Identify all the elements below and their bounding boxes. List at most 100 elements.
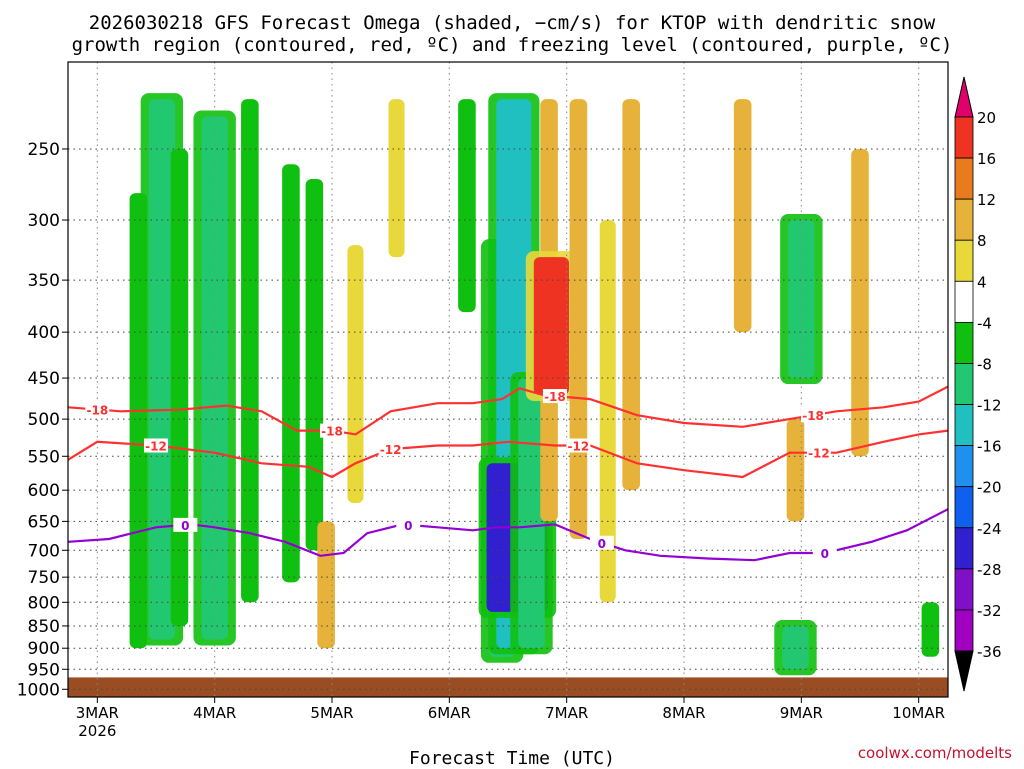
y-tick-label: 550: [28, 447, 60, 467]
colorbar-label: -32: [977, 602, 1002, 620]
x-tick-label: 7MAR: [545, 704, 588, 722]
y-tick-label: 650: [28, 512, 60, 532]
contour-label-bg: [566, 438, 591, 453]
omega-cell: [569, 99, 588, 539]
y-tick-label: 800: [28, 593, 60, 613]
colorbar-extend-bottom: [954, 650, 974, 692]
contour-label-bg: [801, 408, 826, 423]
contours: -18 -18 -18 -18 -12 -12 -12 -12 0 0 0 0: [68, 385, 948, 562]
contour-label: -12: [380, 443, 402, 457]
y-tick-label: 500: [28, 410, 60, 430]
contour-label: -18: [544, 390, 566, 404]
contour-label-bg: [85, 402, 110, 417]
contour-label-bg: [396, 517, 421, 532]
plot-frame: [67, 61, 949, 698]
x-axis-label: Forecast Time (UTC): [409, 748, 615, 769]
ground-fill: [68, 677, 948, 697]
contour-line: [68, 508, 948, 562]
x-tick-label: 10MAR: [892, 704, 945, 722]
omega-cell: [733, 99, 752, 333]
y-tick-label: 850: [28, 617, 60, 637]
omega-cell: [782, 625, 809, 670]
colorbar-label: 12: [977, 191, 996, 209]
y-tick-label: 250: [28, 140, 60, 160]
grid-lines: [68, 62, 948, 697]
omega-cell: [317, 521, 335, 649]
credit-text[interactable]: coolwx.com/modelts: [857, 744, 1012, 762]
colorbar-label: -4: [977, 314, 992, 332]
contour-label: -18: [802, 409, 824, 423]
contour-label-bg: [806, 445, 831, 460]
colorbar: 20 16 12 8 4 -4 -8 -12 -16 -20 -24 -28 -32 -36: [954, 76, 1002, 692]
chart-title-line-1: 2026030218 GFS Forecast Omega (shaded, −…: [88, 12, 936, 34]
colorbar-bin: [954, 280, 974, 323]
omega-cell: [148, 99, 176, 640]
colorbar-bin: [954, 198, 974, 241]
omega-cell: [347, 245, 364, 503]
omega-cell: [921, 602, 940, 657]
colorbar-bin: [954, 609, 974, 652]
colorbar-bin: [954, 239, 974, 282]
colorbar-bin: [954, 157, 974, 200]
x-tick-label: 5MAR: [310, 704, 353, 722]
y-tick-label: 400: [28, 323, 60, 343]
colorbar-label: -8: [977, 355, 992, 373]
x-tick-label: 8MAR: [662, 704, 705, 722]
y-tick-label: 350: [28, 271, 60, 291]
colorbar-extend-top: [954, 76, 974, 118]
contour-label: 0: [821, 547, 829, 561]
colorbar-bin: [954, 321, 974, 364]
omega-cell: [599, 220, 616, 603]
y-tick-label: 600: [28, 481, 60, 501]
colorbar-bin: [954, 486, 974, 529]
y-tick-label: 450: [28, 369, 60, 389]
colorbar-bin: [954, 363, 974, 405]
omega-cell: [170, 148, 189, 626]
contour-label-bg: [542, 389, 567, 404]
y-tick-label: 1000: [17, 680, 60, 700]
colorbar-label: -24: [977, 520, 1002, 538]
contour-label: 0: [598, 537, 606, 551]
y-tick-label: 900: [28, 639, 60, 659]
colorbar-bin: [954, 116, 974, 159]
colorbar-bin: [954, 445, 974, 488]
contour-label-bg: [144, 438, 168, 453]
x-tick-label: 3MAR: [76, 704, 119, 722]
omega-cell: [388, 99, 405, 258]
contour-label-bg: [173, 517, 198, 532]
colorbar-bin: [954, 527, 974, 570]
colorbar-label: -36: [977, 643, 1002, 661]
omega-cell: [786, 419, 805, 522]
colorbar-label: 16: [977, 150, 996, 168]
omega-cell: [201, 116, 228, 640]
contour-label: -18: [321, 425, 343, 439]
colorbar-bin: [954, 568, 974, 611]
colorbar-label: -16: [977, 438, 1002, 456]
omega-cell: [282, 164, 300, 583]
contour-label: 0: [181, 519, 189, 533]
colorbar-label: -28: [977, 561, 1002, 579]
contour-label-bg: [589, 535, 614, 550]
contour-label: -12: [808, 447, 830, 461]
y-tick-label: 950: [28, 660, 60, 680]
colorbar-bin: [954, 404, 974, 447]
colorbar-label: -12: [977, 397, 1002, 415]
omega-cell: [458, 99, 476, 313]
x-tick-sublabel: 2026: [78, 722, 116, 740]
colorbar-label: 4: [977, 273, 987, 291]
y-tick-label: 300: [28, 211, 60, 231]
omega-cell: [305, 178, 324, 551]
y-tick-label: 750: [28, 568, 60, 588]
omega-cell: [622, 99, 640, 491]
contour-label-bg: [378, 442, 403, 457]
omega-cell: [851, 148, 869, 457]
contour-label-bg: [812, 546, 837, 561]
omega-cell: [241, 99, 259, 603]
colorbar-label: -20: [977, 479, 1002, 497]
y-tick-label: 700: [28, 541, 60, 561]
omega-cell: [518, 378, 545, 649]
x-tick-label: 4MAR: [193, 704, 236, 722]
colorbar-label: 20: [977, 109, 996, 127]
